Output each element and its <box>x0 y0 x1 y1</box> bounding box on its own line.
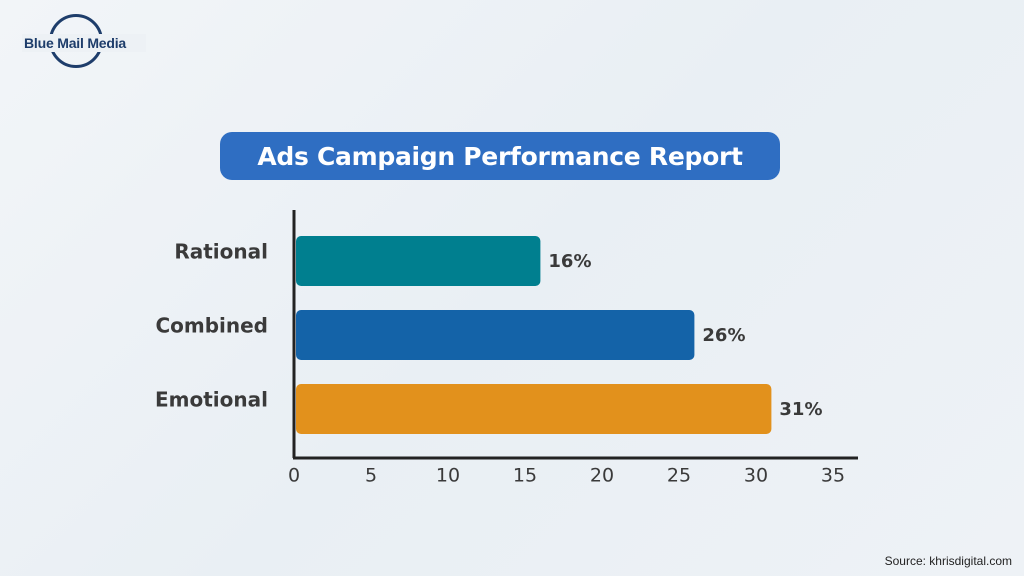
data-label: 26% <box>702 325 745 346</box>
category-label: Rational <box>174 240 268 264</box>
bar-emotional <box>296 384 772 434</box>
category-label: Emotional <box>155 388 268 412</box>
brand-logo: Blue Mail Media <box>18 12 146 74</box>
chart-title: Ads Campaign Performance Report <box>220 132 780 180</box>
x-tick-label: 5 <box>365 465 377 487</box>
x-tick-label: 0 <box>288 465 300 487</box>
category-label: Combined <box>155 314 268 338</box>
source-note: Source: khrisdigital.com <box>884 554 1012 568</box>
bar-rational <box>296 236 541 286</box>
brand-name: Blue Mail Media <box>22 34 146 52</box>
data-label: 31% <box>779 399 822 420</box>
x-tick-label: 20 <box>590 465 614 487</box>
x-tick-label: 25 <box>667 465 691 487</box>
bar-combined <box>296 310 695 360</box>
data-label: 16% <box>548 251 591 272</box>
x-tick-label: 15 <box>513 465 537 487</box>
x-tick-label: 35 <box>821 465 845 487</box>
x-tick-label: 30 <box>744 465 768 487</box>
x-tick-label: 10 <box>436 465 460 487</box>
